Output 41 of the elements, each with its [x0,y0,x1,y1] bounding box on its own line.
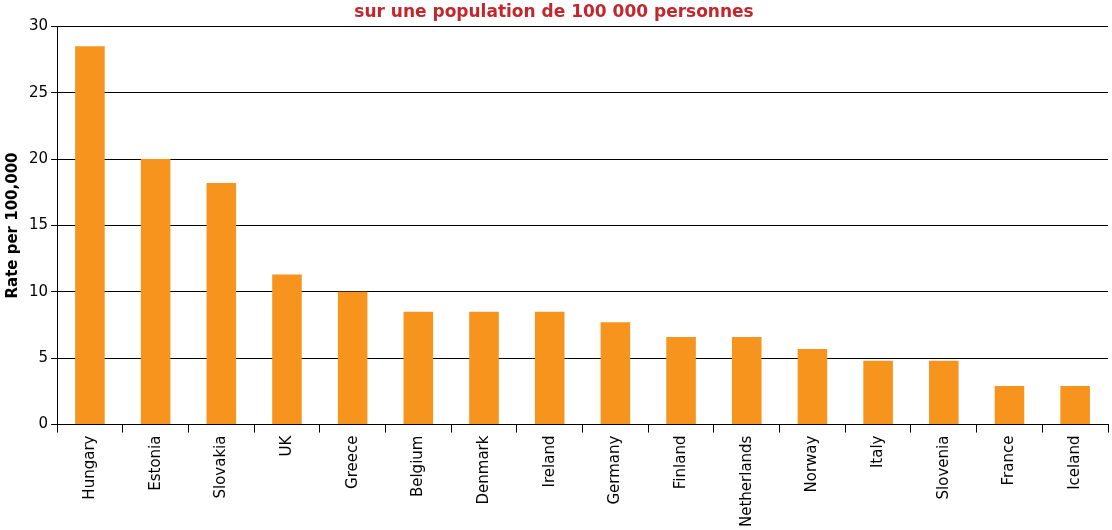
y-tick-label: 30 [28,16,49,35]
y-tick-label: 15 [28,215,49,234]
bar [731,336,762,425]
bar [994,386,1025,425]
bar [337,291,368,425]
bar [140,159,171,425]
x-tick-label: Ireland [539,435,558,488]
bar [929,360,959,425]
bar [469,311,499,425]
x-tick-label: Germany [605,435,624,505]
y-tick-label: 25 [28,82,49,101]
y-tick-label: 20 [28,149,49,168]
y-tick-label: 0 [38,414,49,433]
bar [534,311,565,425]
x-tick-label: Iceland [1065,435,1084,490]
x-tick-label: UK [276,434,295,457]
x-tick-label: Slovenia [933,435,952,500]
x-tick-label: France [999,435,1018,486]
x-tick-label: Hungary [79,435,98,500]
x-tick-label: Estonia [145,435,164,491]
x-tick-label: Finland [670,435,689,490]
y-tick-label: 10 [28,281,49,300]
x-tick-label: Greece [342,435,361,489]
bar [666,336,696,425]
y-axis-title: Rate per 100,000 [2,152,21,299]
x-tick-label: Slovakia [211,435,230,499]
bar [206,183,237,425]
x-tick-label: Norway [802,435,821,493]
bar [600,322,631,425]
bar [863,360,893,425]
bar [403,311,434,425]
bar [272,274,302,425]
x-tick-label: Denmark [473,435,492,505]
x-tick-label: Netherlands [736,435,755,527]
bar [75,46,105,425]
y-tick-label: 5 [38,348,49,367]
bar [797,348,828,425]
chart-title: sur une population de 100 000 personnes [354,0,754,21]
bar [1060,386,1090,425]
x-tick-label: Italy [868,435,886,469]
x-tick-label: Belgium [408,435,427,498]
